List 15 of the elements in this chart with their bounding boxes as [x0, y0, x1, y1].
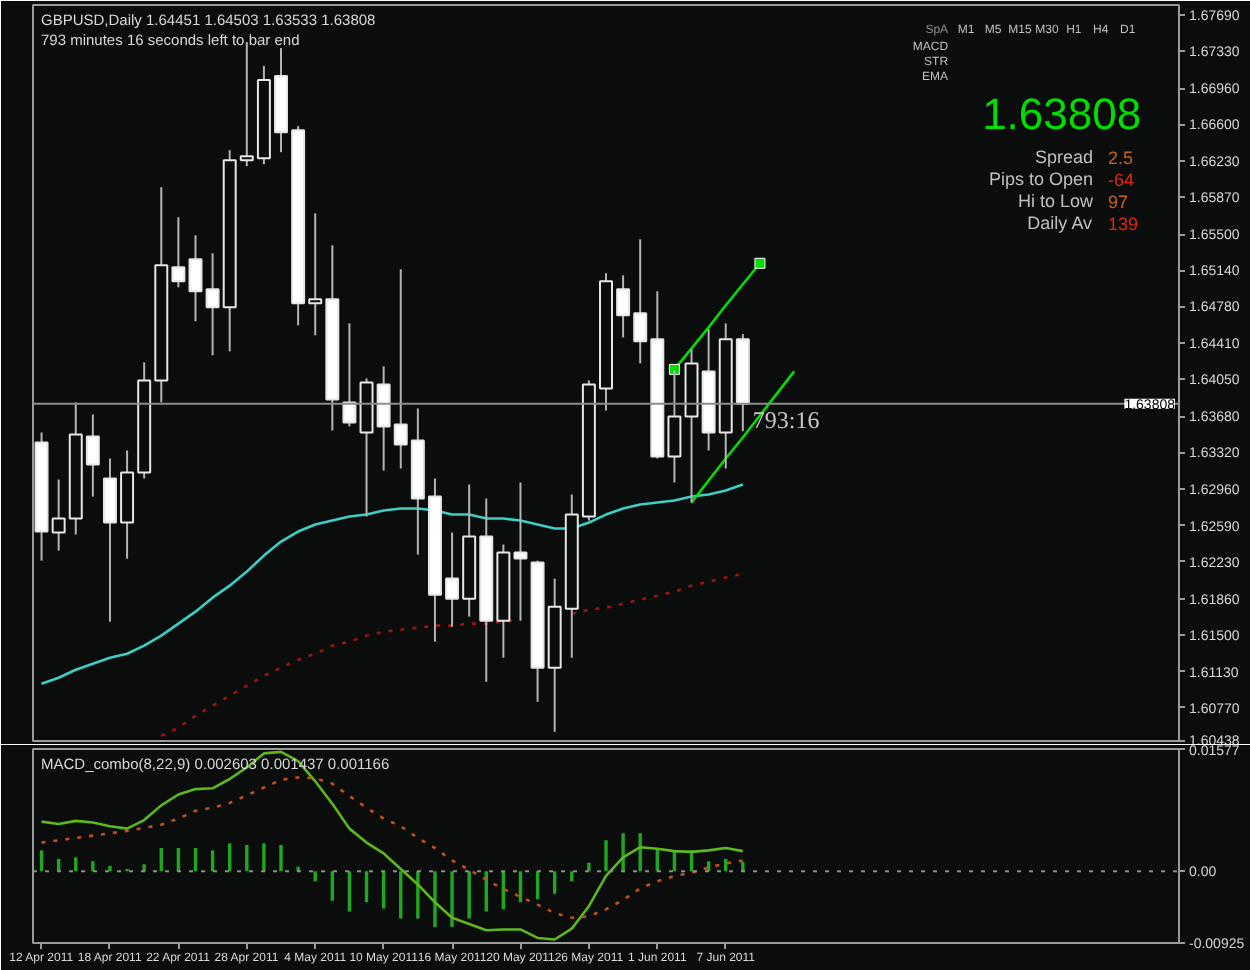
line-series [40, 750, 745, 941]
data-label: 2.5 [1107, 148, 1133, 169]
annotation: 793:16 [752, 405, 820, 434]
data-label: 97 [1107, 191, 1128, 212]
text: 1.63808 [982, 89, 1142, 140]
candlestick [342, 322, 357, 428]
data-label: 139 [1107, 213, 1139, 234]
candlestick [188, 234, 203, 323]
category-label: Hi to Low [1018, 190, 1095, 211]
line-series [40, 483, 745, 686]
category-label: Daily Av [1027, 212, 1094, 233]
data-label: -64 [1107, 170, 1134, 191]
category-label: Pips to Open [988, 169, 1094, 190]
category-label: Spread [1035, 147, 1094, 168]
line-series [40, 776, 745, 920]
